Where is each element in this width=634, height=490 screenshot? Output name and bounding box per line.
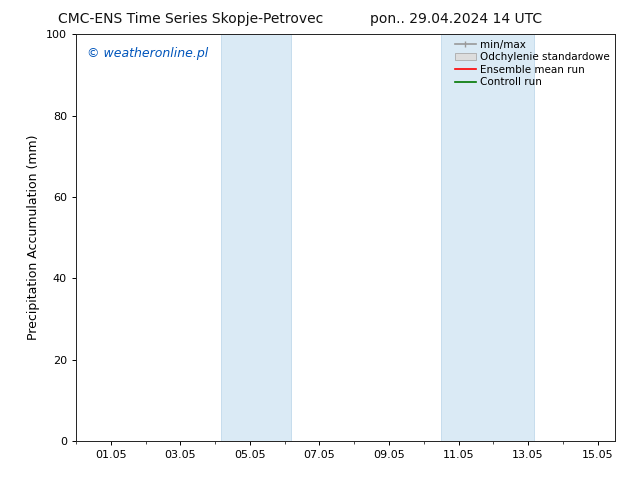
Bar — [441, 34, 534, 441]
Text: pon.. 29.04.2024 14 UTC: pon.. 29.04.2024 14 UTC — [370, 12, 543, 26]
Legend: min/max, Odchylenie standardowe, Ensemble mean run, Controll run: min/max, Odchylenie standardowe, Ensembl… — [453, 37, 612, 89]
Bar — [221, 34, 290, 441]
Y-axis label: Precipitation Accumulation (mm): Precipitation Accumulation (mm) — [27, 135, 41, 341]
Text: CMC-ENS Time Series Skopje-Petrovec: CMC-ENS Time Series Skopje-Petrovec — [58, 12, 323, 26]
Text: © weatheronline.pl: © weatheronline.pl — [87, 47, 208, 59]
